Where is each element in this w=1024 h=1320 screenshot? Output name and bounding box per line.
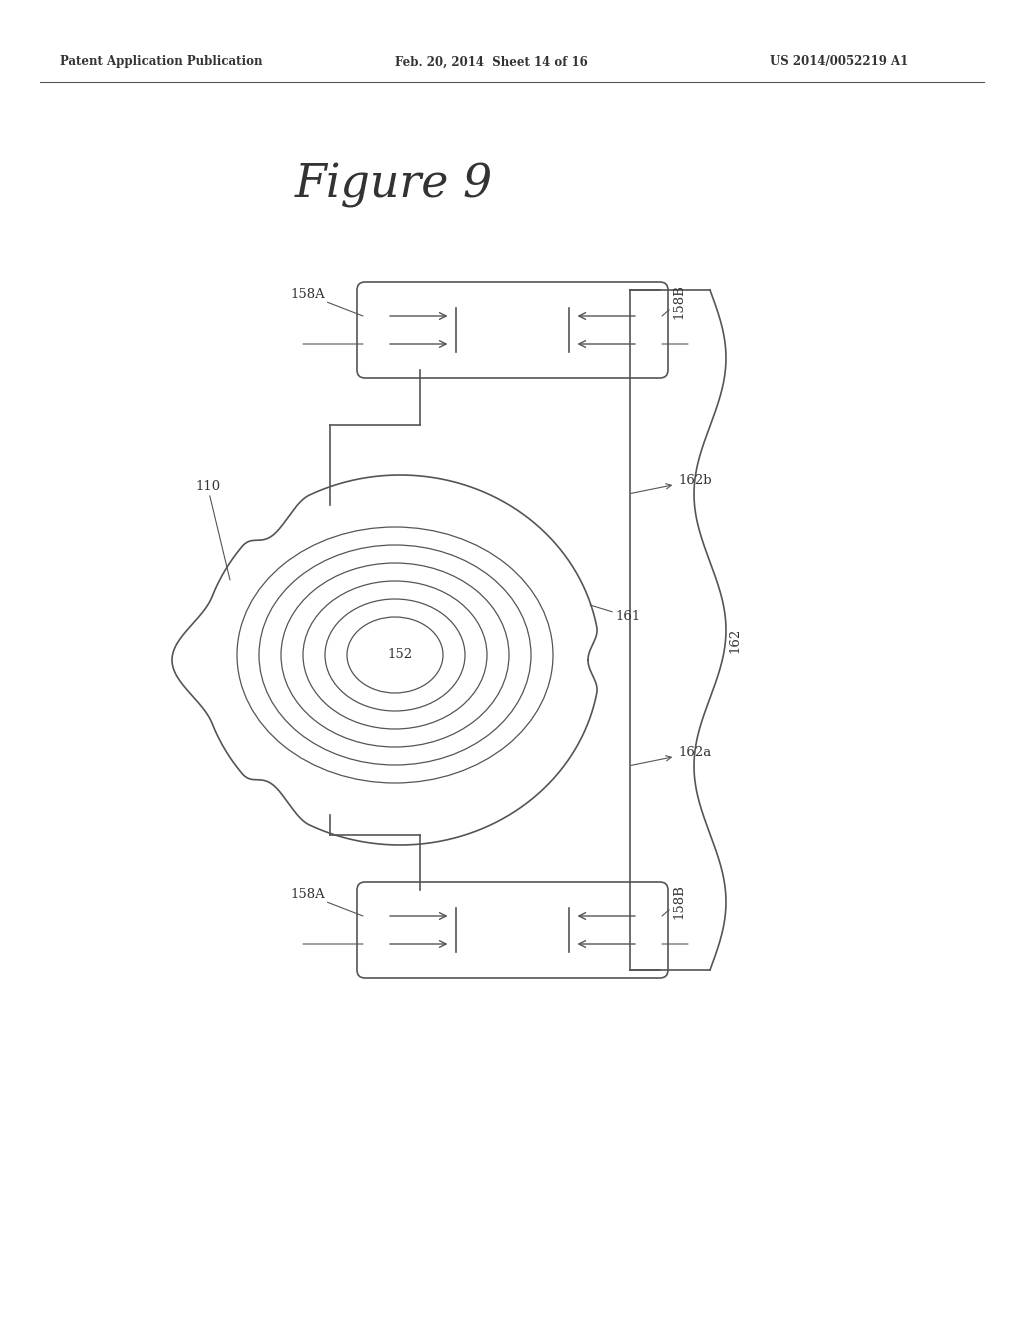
Text: US 2014/0052219 A1: US 2014/0052219 A1 — [770, 55, 908, 69]
Text: 162: 162 — [728, 627, 741, 652]
Text: 162b: 162b — [631, 474, 712, 494]
Text: Figure 9: Figure 9 — [295, 162, 494, 207]
Text: 158A: 158A — [290, 288, 362, 315]
Text: 161: 161 — [590, 605, 640, 623]
FancyBboxPatch shape — [357, 282, 668, 378]
FancyBboxPatch shape — [357, 882, 668, 978]
Text: 158A: 158A — [290, 888, 362, 916]
Text: Feb. 20, 2014  Sheet 14 of 16: Feb. 20, 2014 Sheet 14 of 16 — [395, 55, 588, 69]
Text: 152: 152 — [387, 648, 413, 661]
Text: 158B: 158B — [662, 284, 685, 319]
Text: 158B: 158B — [662, 884, 685, 919]
Text: Patent Application Publication: Patent Application Publication — [60, 55, 262, 69]
Text: 162a: 162a — [631, 746, 712, 766]
Text: 110: 110 — [195, 480, 230, 579]
